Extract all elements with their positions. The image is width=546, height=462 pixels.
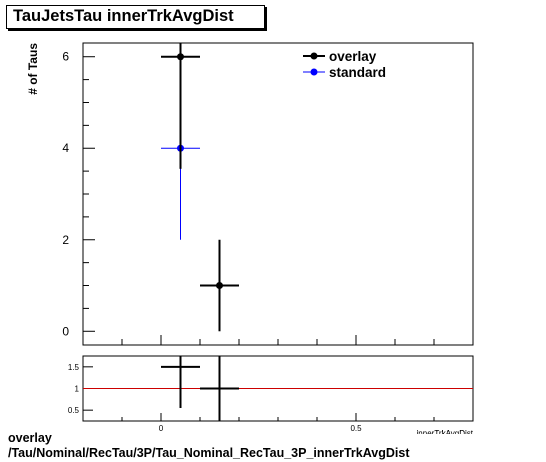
footer-label: overlay [8, 431, 52, 445]
ratio-y-tick-label: 1 [75, 385, 80, 394]
main-frame [82, 42, 474, 346]
y-tick-label: 0 [62, 324, 69, 338]
y-tick-label: 4 [62, 141, 69, 155]
ratio-x-tick-label: 0.5 [350, 424, 362, 433]
title-box: TauJetsTau innerTrkAvgDist [6, 5, 265, 29]
legend-label: overlay [329, 49, 377, 64]
ratio-y-tick-label: 0.5 [68, 406, 80, 415]
data-point [177, 53, 184, 61]
legend-marker [310, 68, 318, 76]
footer-path: /Tau/Nominal/RecTau/3P/Tau_Nominal_RecTa… [8, 446, 410, 460]
data-point [216, 282, 223, 290]
ratio-y-tick-label: 1.5 [68, 363, 80, 372]
y-axis-title: # of Taus [26, 43, 40, 95]
chart-title: TauJetsTau innerTrkAvgDist [13, 7, 234, 25]
legend-marker [310, 52, 318, 60]
y-tick-label: 2 [62, 233, 69, 247]
x-title-mask [390, 432, 480, 442]
ratio-x-tick-label: 0 [159, 424, 164, 433]
y-tick-label: 6 [62, 50, 69, 64]
legend-label: standard [329, 65, 386, 80]
x-axis-title-clipped: innerTrkAvgDist [417, 429, 474, 438]
